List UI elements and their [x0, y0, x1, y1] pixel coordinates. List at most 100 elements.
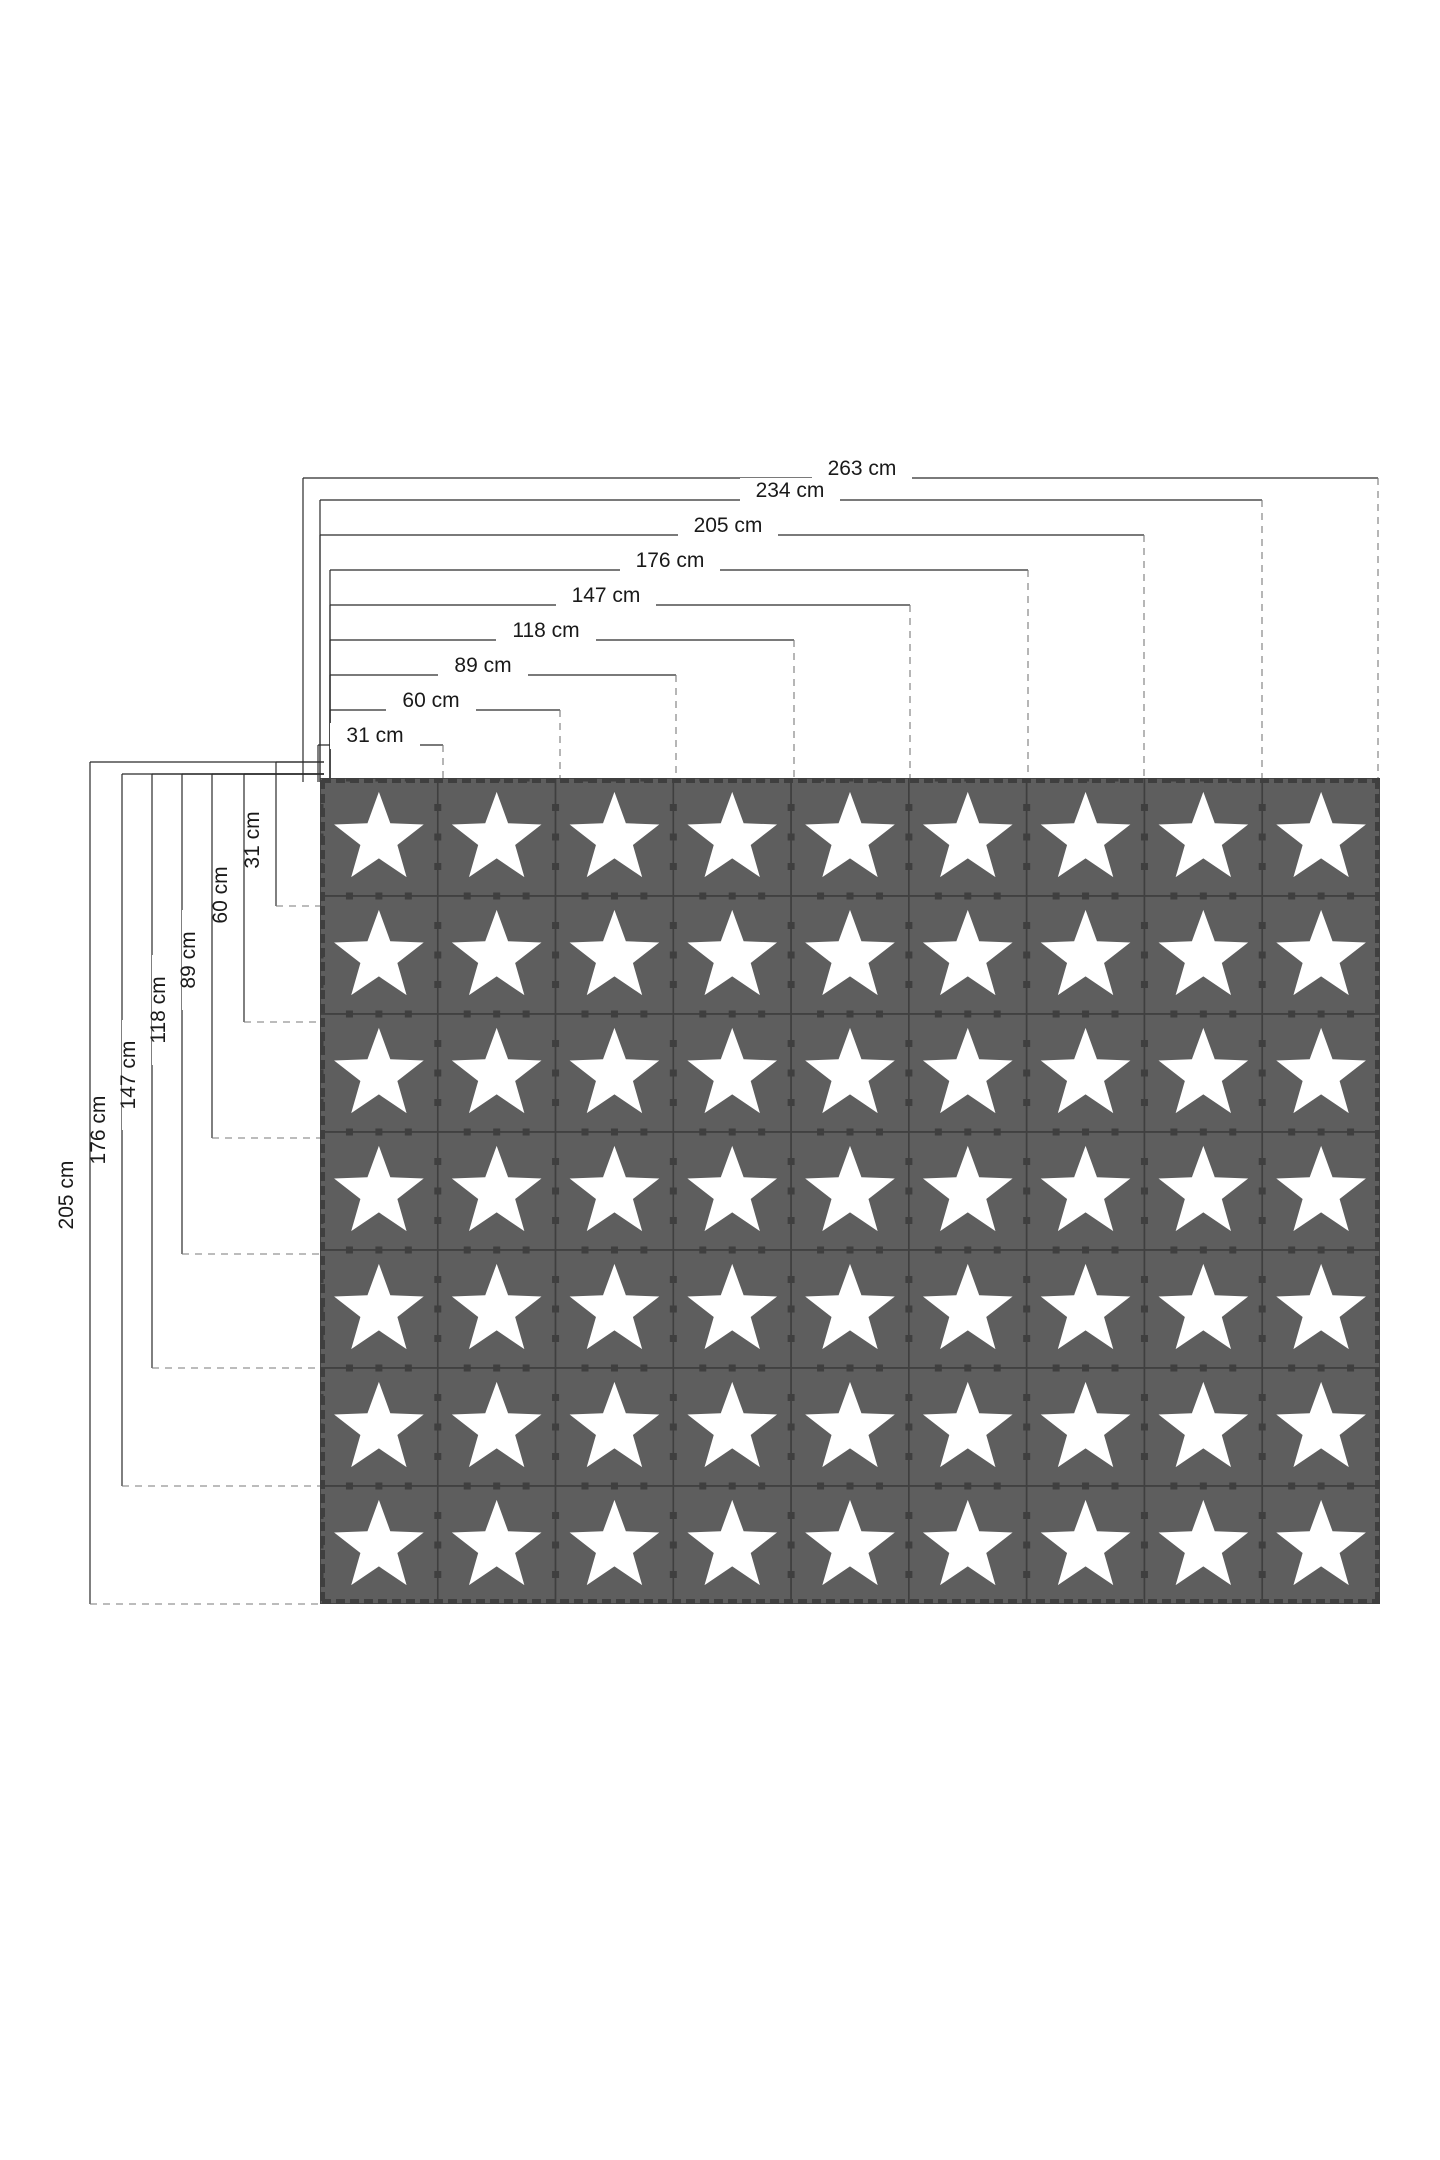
- dimension-v6-label: 176 cm: [87, 1096, 110, 1165]
- mat-tile: [1258, 1010, 1380, 1133]
- star-icon: [922, 791, 1013, 878]
- star-icon: [1040, 909, 1131, 996]
- mat-tile: [669, 1128, 792, 1251]
- dimension-v4-label: 118 cm: [147, 976, 170, 1043]
- mat-tile: [320, 892, 439, 1015]
- dimension-v5: 147 cm: [117, 773, 324, 1369]
- star-icon: [805, 1145, 895, 1232]
- star-icon: [1158, 1381, 1249, 1468]
- dimension-h2-label: 60 cm: [402, 689, 459, 712]
- star-icon: [687, 1499, 778, 1586]
- mat-tile: [1140, 1246, 1264, 1369]
- star-icon: [687, 1381, 778, 1468]
- star-icon: [1276, 1027, 1366, 1114]
- star-icon: [1276, 1145, 1366, 1232]
- mat-tile: [787, 1246, 910, 1369]
- mat-tile: [1258, 1128, 1380, 1251]
- mat-tile: [905, 778, 1028, 897]
- mat-edge-teeth: [320, 778, 1380, 1604]
- dimension-v4: 118 cm: [147, 773, 324, 1255]
- star-icon: [1040, 1027, 1131, 1114]
- star-icon: [1040, 1263, 1131, 1350]
- mat-tile: [787, 1482, 910, 1604]
- mat-tile: [552, 1364, 675, 1487]
- star-icon: [1158, 1145, 1249, 1232]
- star-icon: [687, 1027, 778, 1114]
- mat-tile: [1258, 1364, 1380, 1487]
- mat-tile: [787, 892, 910, 1015]
- star-icon: [805, 791, 895, 878]
- mat-tile: [552, 1010, 675, 1133]
- star-icon: [687, 1145, 778, 1232]
- tile-grid: [320, 778, 1380, 1604]
- mat-tile: [320, 778, 439, 897]
- star-icon: [922, 909, 1013, 996]
- star-icon: [334, 1145, 424, 1232]
- star-icon: [451, 1027, 542, 1114]
- star-icon: [569, 1027, 660, 1114]
- dimension-v1: 31 cm: [241, 761, 324, 907]
- mat-tile: [1140, 1364, 1264, 1487]
- dimension-v2-label: 60 cm: [209, 866, 232, 923]
- star-icon: [805, 1263, 895, 1350]
- play-mat: [320, 778, 1380, 1604]
- star-icon: [1040, 1499, 1131, 1586]
- star-icon: [1158, 1263, 1249, 1350]
- star-icon: [805, 909, 895, 996]
- mat-tile: [905, 892, 1028, 1015]
- mat-tile: [905, 1364, 1028, 1487]
- star-icon: [451, 1499, 542, 1586]
- dimension-h4-label: 118 cm: [512, 619, 579, 642]
- mat-tile: [1258, 778, 1380, 897]
- mat-tile: [669, 1246, 792, 1369]
- dimension-v5-label: 147 cm: [117, 1041, 140, 1110]
- star-icon: [805, 1381, 895, 1468]
- mat-tile: [552, 1482, 675, 1604]
- mat-tile: [905, 1482, 1028, 1604]
- star-icon: [334, 1381, 424, 1468]
- star-icon: [687, 1263, 778, 1350]
- star-icon: [1040, 1145, 1131, 1232]
- star-icon: [1276, 909, 1366, 996]
- mat-tile: [1258, 1246, 1380, 1369]
- dimension-v3-label: 89 cm: [177, 931, 200, 988]
- dimension-h3: 89 cm: [329, 653, 677, 1604]
- mat-tile: [320, 1010, 439, 1133]
- star-icon: [922, 1381, 1013, 1468]
- star-icon: [1158, 791, 1249, 878]
- star-icon: [334, 1263, 424, 1350]
- mat-tile: [320, 1128, 439, 1251]
- mat-tile: [787, 1128, 910, 1251]
- star-icon: [569, 909, 660, 996]
- mat-tile: [1140, 1010, 1264, 1133]
- mat-tile: [1023, 778, 1146, 897]
- star-icon: [1276, 791, 1366, 878]
- mat-tile: [552, 892, 675, 1015]
- star-icon: [451, 909, 542, 996]
- mat-tile: [1140, 892, 1264, 1015]
- star-icon: [569, 1381, 660, 1468]
- star-icon: [451, 1381, 542, 1468]
- star-icon: [1040, 1381, 1131, 1468]
- mat-tile: [905, 1128, 1028, 1251]
- mat-tile: [1023, 1010, 1146, 1133]
- dimension-h3-label: 89 cm: [454, 654, 511, 677]
- star-icon: [334, 909, 424, 996]
- mat-tile: [1140, 1128, 1264, 1251]
- star-icon: [451, 1263, 542, 1350]
- mat-tile: [320, 1482, 439, 1604]
- mat-tile: [905, 1010, 1028, 1133]
- star-icon: [569, 791, 660, 878]
- mat-tile: [434, 1246, 557, 1369]
- mat-tile: [669, 778, 792, 897]
- mat-tile: [434, 1364, 557, 1487]
- mat-tile: [1140, 1482, 1264, 1604]
- dimension-h9-label: 263 cm: [828, 457, 897, 480]
- mat-tile: [669, 1010, 792, 1133]
- mat-tile: [787, 1364, 910, 1487]
- dimension-h6-label: 176 cm: [636, 549, 705, 572]
- star-icon: [451, 1145, 542, 1232]
- dimension-h5-label: 147 cm: [572, 584, 641, 607]
- dimension-h7-label: 205 cm: [694, 514, 763, 537]
